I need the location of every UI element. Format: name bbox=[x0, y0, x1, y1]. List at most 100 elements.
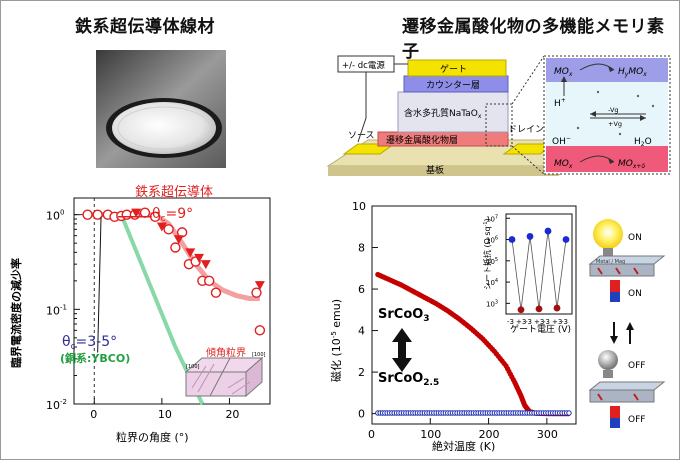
fe-triangle-point bbox=[156, 222, 167, 232]
cu-label: (銅系:YBCO) bbox=[60, 351, 130, 365]
inset-ytick-label: 106 bbox=[486, 236, 498, 245]
srco25-point bbox=[566, 410, 572, 416]
svg-text:MOx: MOx bbox=[554, 67, 573, 78]
magnet-off-icon bbox=[610, 406, 620, 426]
ybco-line bbox=[87, 212, 205, 405]
mag-plot-frame bbox=[371, 205, 577, 425]
reaction-bottom-layer bbox=[546, 146, 668, 172]
reel-disc bbox=[112, 102, 216, 154]
switch-arrow bbox=[392, 328, 412, 372]
bulb-on-icon bbox=[593, 219, 623, 249]
right-title: 遷移金属酸化物の多機能メモリ素子 bbox=[402, 17, 665, 62]
inset-point bbox=[544, 227, 552, 235]
fe-legend: 鉄系超伝導体 bbox=[135, 185, 213, 200]
theta-fe-value: =9° bbox=[166, 206, 194, 222]
svg-text:シート抵抗 (Ω sq-1): シート抵抗 (Ω sq-1) bbox=[482, 218, 492, 290]
tilt-boundary-inset: 傾角粒界 [100] [100] bbox=[184, 346, 265, 398]
on-label-top: ON bbox=[628, 233, 642, 243]
svg-text:磁化 (10-5 emu): 磁化 (10-5 emu) bbox=[329, 299, 343, 382]
jc-plot-frame bbox=[73, 197, 271, 405]
jc-xlabel: 粒界の角度 (°) bbox=[116, 430, 189, 444]
inset-tilt-label: 傾角粒界 bbox=[206, 346, 246, 359]
fe-triangle-point bbox=[254, 281, 265, 291]
srco25-label: SrCoO bbox=[378, 371, 423, 386]
inset-point bbox=[517, 306, 525, 314]
jc-ytick-label: 10-2 bbox=[46, 398, 67, 412]
fe-data-point bbox=[163, 224, 174, 235]
inset-ytick-label: 107 bbox=[486, 214, 498, 223]
jc-chart: 臨界電流密度の減少率 粒界の角度 (°) 100 10-1 10-2 0 10 20 鉄系… bbox=[9, 185, 271, 444]
source-label: ソース bbox=[348, 131, 375, 141]
mag-xtick-label: 200 bbox=[479, 428, 500, 441]
oxide-label: 遷移金属酸化物層 bbox=[386, 134, 458, 146]
off-label-bottom: OFF bbox=[628, 415, 645, 425]
bulb-off-icon bbox=[598, 350, 618, 370]
theta-cu-arrow bbox=[97, 216, 102, 353]
jc-xtick-label: 20 bbox=[225, 408, 239, 421]
fe-data-point bbox=[254, 325, 266, 336]
inset-frame bbox=[505, 213, 573, 315]
gate-layer bbox=[407, 59, 507, 77]
inset-xtick-label: -3 bbox=[507, 318, 514, 326]
up-arrow-icon bbox=[626, 322, 634, 330]
fe-fit-line bbox=[87, 212, 260, 302]
fe-data-point bbox=[82, 209, 93, 220]
wire-photo bbox=[96, 50, 226, 168]
inset-xtick-label: +3 bbox=[534, 318, 544, 326]
on-label-bottom: ON bbox=[628, 289, 642, 299]
mag-ytick-label: 8 bbox=[358, 242, 365, 255]
svg-text:SrCoO3: SrCoO3 bbox=[378, 307, 430, 324]
svg-text:θc=9°: θc=9° bbox=[152, 206, 193, 224]
svg-text:[100]: [100] bbox=[186, 364, 199, 370]
electrolyte-layer bbox=[397, 91, 509, 133]
device-schematic: 基板 ソース ドレイン 遷移金属酸化物層 含水多孔質NaTaOx カウンター層 … bbox=[326, 55, 671, 176]
inset-xtick-label: +3 bbox=[552, 318, 562, 326]
mag-xtick-label: 300 bbox=[537, 428, 558, 441]
inset-ytick-label: 104 bbox=[486, 278, 498, 287]
inset-point bbox=[562, 236, 570, 243]
fe-data-point bbox=[139, 207, 151, 218]
svg-text:Metal / Mag: Metal / Mag bbox=[596, 259, 625, 265]
left-title: 鉄系超伝導体線材 bbox=[75, 17, 215, 37]
mag-xtick-label: 0 bbox=[368, 428, 375, 441]
counter-label: カウンター層 bbox=[426, 80, 480, 91]
mag-xlabel: 絶対温度 (K) bbox=[432, 439, 495, 453]
substrate-label: 基板 bbox=[426, 164, 444, 176]
jc-xtick-label: 10 bbox=[158, 408, 172, 421]
svg-text:-Vg: -Vg bbox=[608, 106, 619, 114]
fe-data-point bbox=[210, 287, 222, 298]
svg-text:MOx: MOx bbox=[554, 159, 573, 170]
fe-triangle-point bbox=[185, 248, 196, 258]
inset-ytick-label: 105 bbox=[486, 257, 498, 266]
fe-triangle-point bbox=[173, 235, 184, 245]
fe-data-point bbox=[170, 242, 181, 253]
svg-text:含水多孔質NaTaOx: 含水多孔質NaTaOx bbox=[404, 107, 482, 120]
drain-label: ドレイン bbox=[508, 125, 544, 135]
inset-xtick-label: +3 bbox=[516, 318, 526, 326]
inset-xtick-label: -3 bbox=[525, 318, 532, 326]
mag-ylabel: 磁化 (10 bbox=[329, 338, 343, 382]
jc-ytick-label: 100 bbox=[46, 209, 64, 223]
svg-text:MOx+δ: MOx+δ bbox=[618, 159, 645, 170]
inset-xtick-label: -3 bbox=[543, 318, 550, 326]
down-arrow-icon bbox=[610, 336, 618, 344]
dc-source-label: +/- dc電源 bbox=[342, 61, 385, 71]
mag-ytick-label: 2 bbox=[358, 366, 365, 379]
mag-xtick-label: 100 bbox=[420, 428, 441, 441]
jc-xtick-label: 0 bbox=[90, 408, 97, 421]
inset-point bbox=[553, 304, 561, 312]
fe-data-point bbox=[251, 287, 262, 298]
inset-xlabel: ゲート電圧 (V) bbox=[510, 323, 571, 335]
svg-text:+Vg: +Vg bbox=[608, 120, 622, 128]
magnet-on-icon bbox=[610, 280, 620, 300]
mag-ytick-label: 0 bbox=[358, 408, 365, 421]
mag-ytick-label: 10 bbox=[352, 200, 366, 213]
inset-point bbox=[526, 233, 534, 240]
reaction-top-layer bbox=[546, 58, 668, 82]
inset-point bbox=[535, 305, 543, 313]
mag-ytick-label: 6 bbox=[358, 283, 365, 296]
gate-label: ゲート bbox=[440, 63, 467, 75]
electrolyte-label: 含水多孔質NaTaO bbox=[404, 107, 478, 119]
fe-triangle-point bbox=[131, 208, 142, 218]
